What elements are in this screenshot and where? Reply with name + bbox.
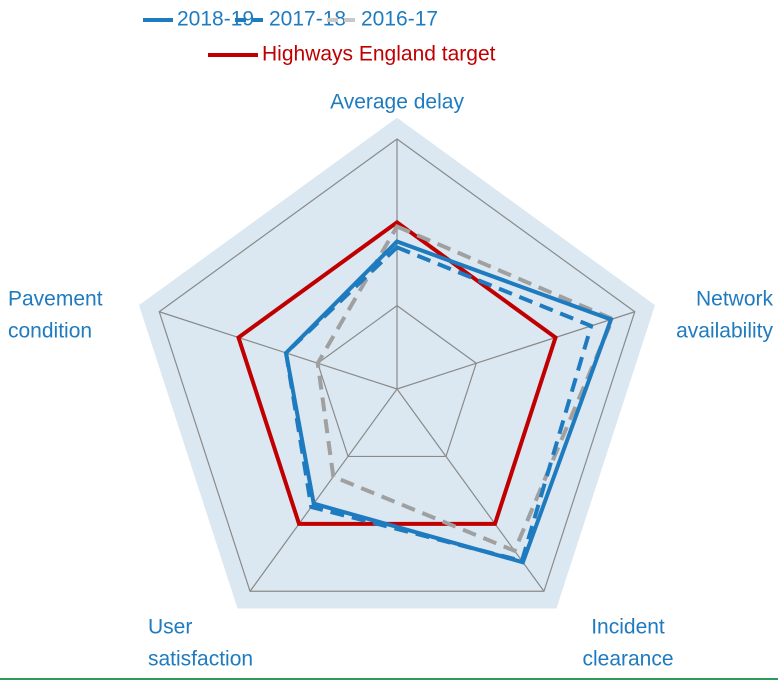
category-label: condition xyxy=(8,320,92,343)
category-label: Pavement xyxy=(8,288,103,311)
legend-label: Highways England target xyxy=(262,43,496,66)
grid-spoke xyxy=(159,311,398,390)
legend-label: 2018-19 xyxy=(177,8,254,31)
category-label: availability xyxy=(676,320,773,343)
grid-spoke xyxy=(396,311,635,390)
category-label: Network xyxy=(696,288,774,311)
legend-label: 2017-18 xyxy=(269,8,346,31)
series-line xyxy=(236,219,558,526)
category-label: User xyxy=(148,616,192,639)
grid-ring xyxy=(317,304,477,458)
grid-spoke xyxy=(396,388,545,592)
category-label: Average delay xyxy=(330,91,464,114)
category-label: satisfaction xyxy=(148,648,253,671)
grid-ring xyxy=(158,138,636,592)
grid-spoke xyxy=(249,388,398,592)
series-line xyxy=(283,239,614,565)
category-label: Incident xyxy=(591,616,665,639)
category-label: clearance xyxy=(582,648,673,671)
series-line xyxy=(315,223,616,554)
legend-label: 2016-17 xyxy=(361,8,438,31)
